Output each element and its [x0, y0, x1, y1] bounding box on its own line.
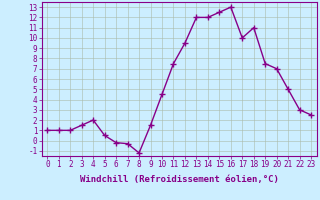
- X-axis label: Windchill (Refroidissement éolien,°C): Windchill (Refroidissement éolien,°C): [80, 175, 279, 184]
